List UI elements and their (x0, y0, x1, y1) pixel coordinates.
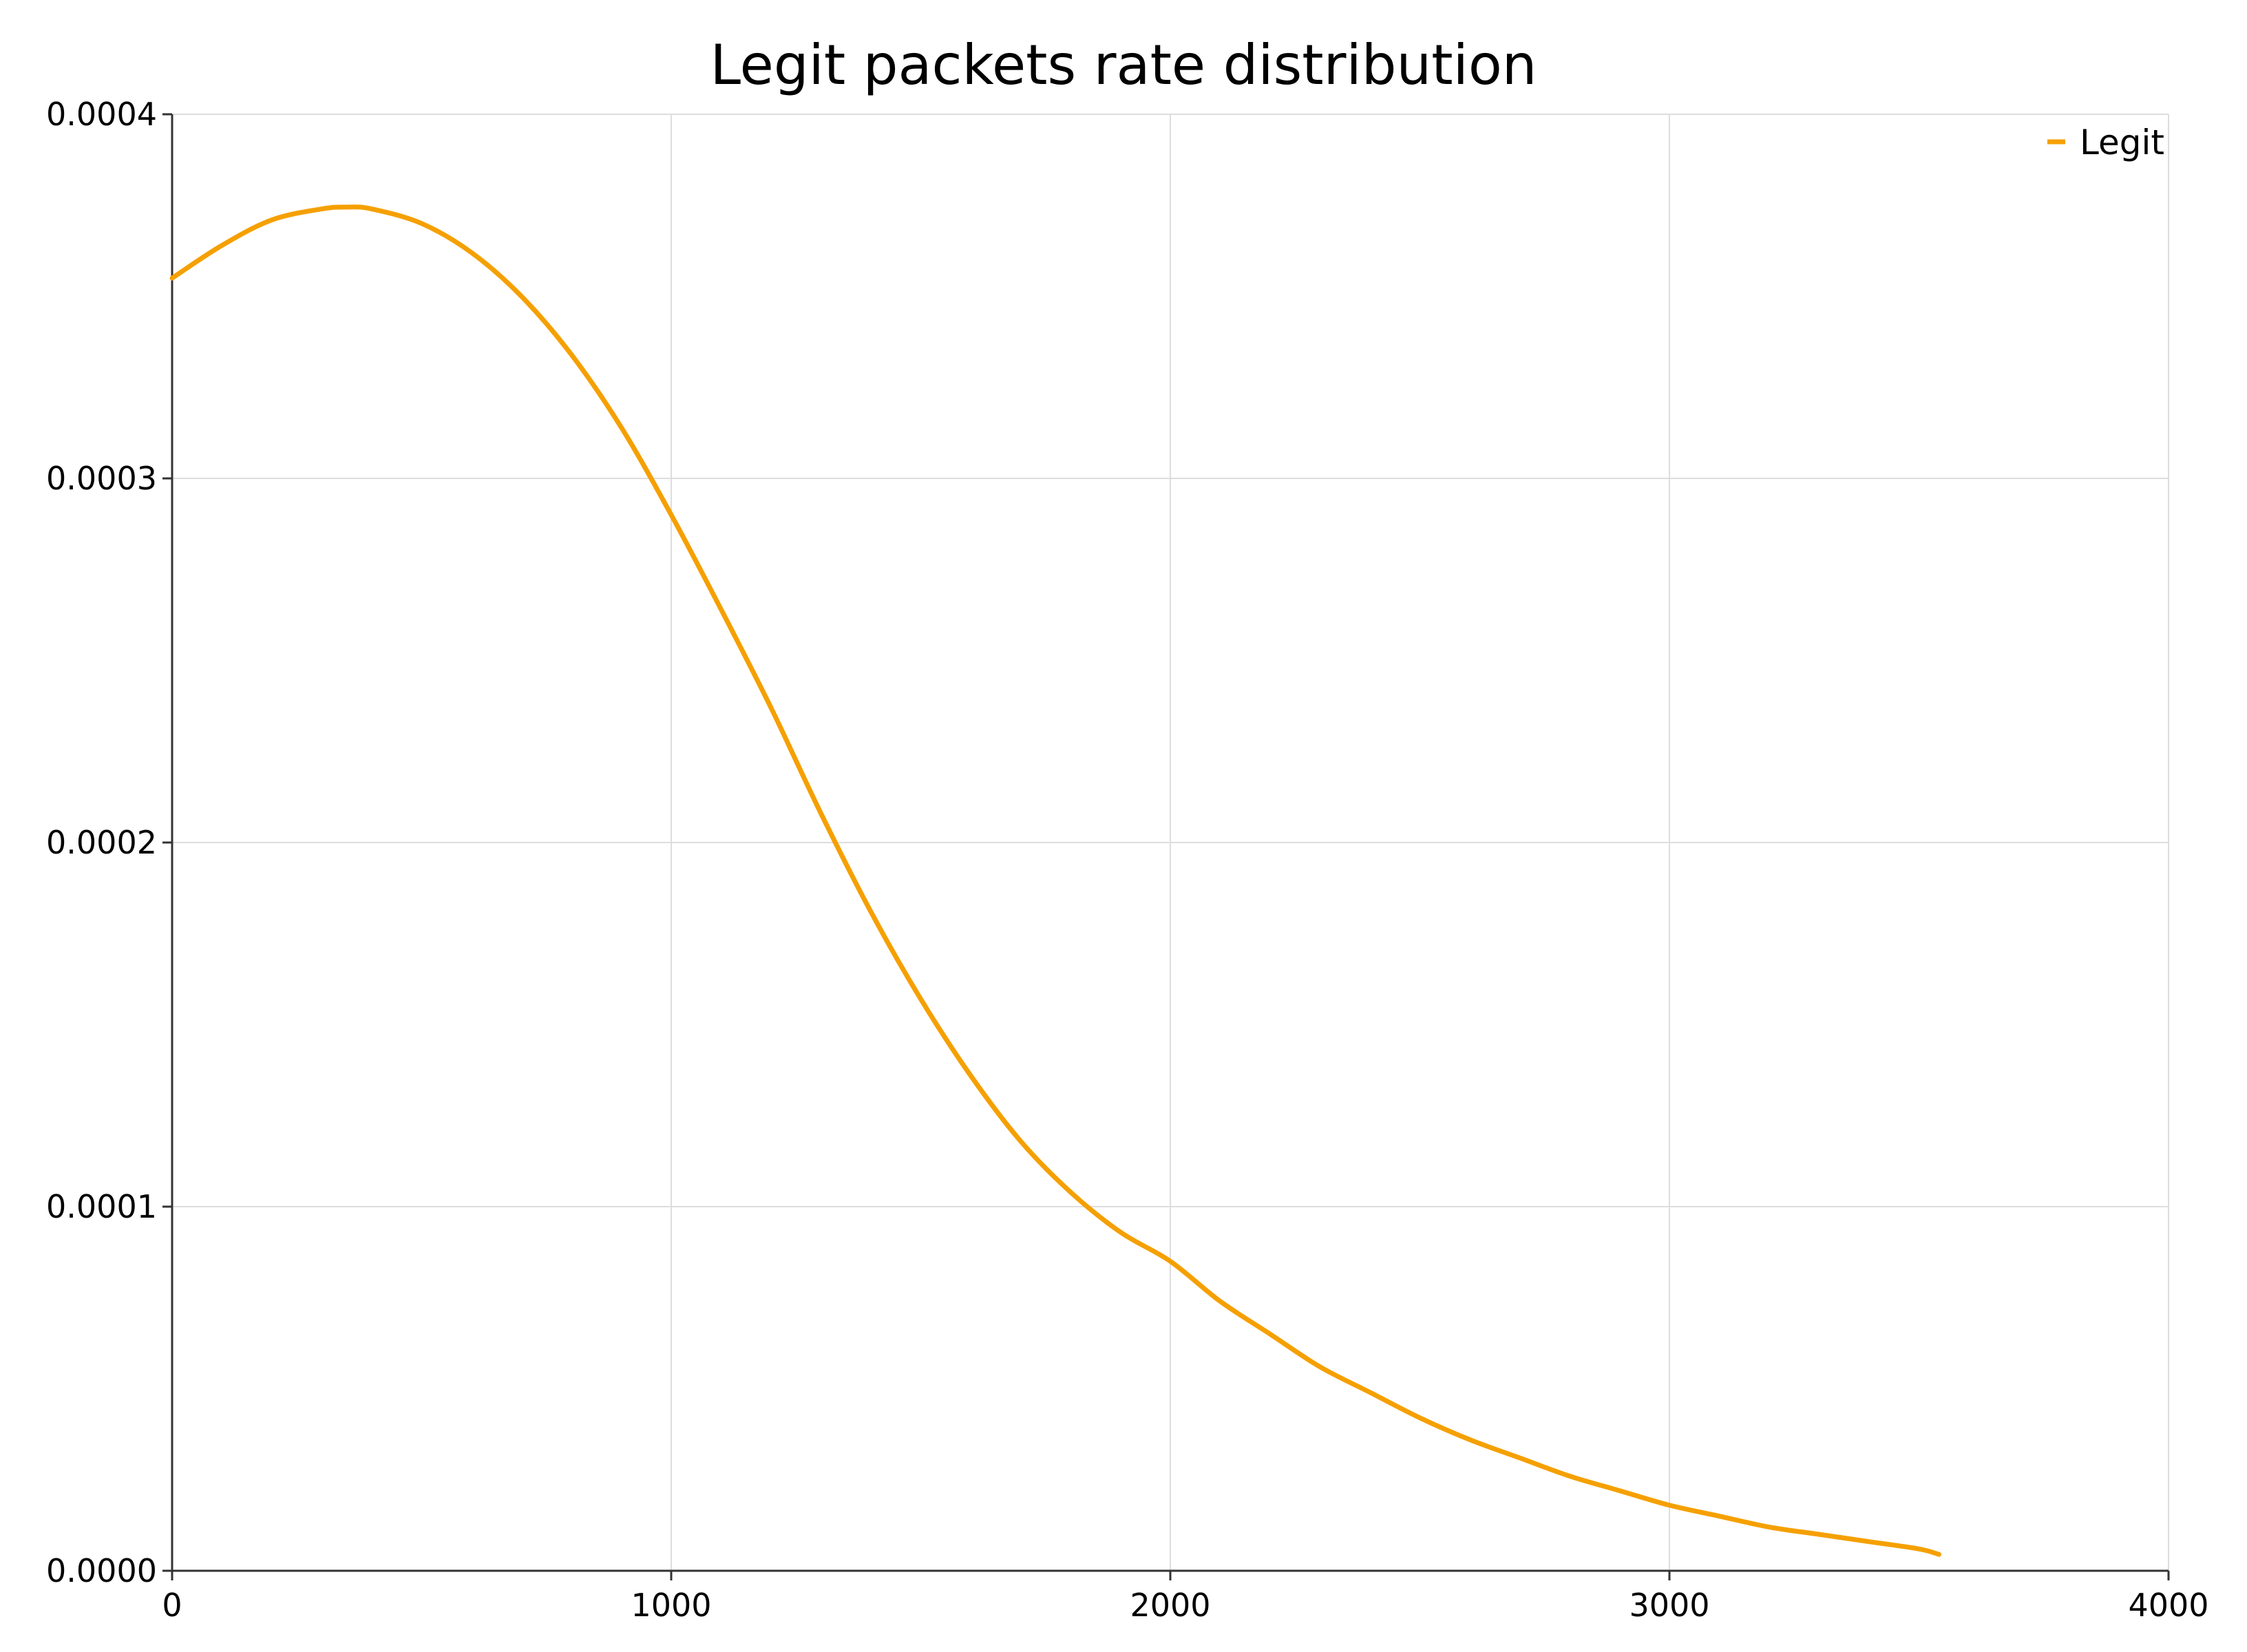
legend-label: Legit (2080, 123, 2164, 162)
x-tick-label: 3000 (1629, 1587, 1709, 1624)
y-tick-label: 0.0003 (46, 460, 157, 497)
x-tick-label: 2000 (1130, 1587, 1210, 1624)
y-tick-label: 0.0001 (46, 1188, 157, 1225)
y-tick-label: 0.0004 (46, 96, 157, 133)
y-tick-label: 0.0002 (46, 824, 157, 861)
legend: Legit (2047, 123, 2164, 162)
series-layer (169, 204, 1941, 1557)
y-tick-label: 0.0000 (46, 1552, 157, 1589)
x-tick-label: 1000 (631, 1587, 711, 1624)
grid-layer (171, 114, 2169, 1571)
chart-title: Legit packets rate distribution (710, 33, 1537, 97)
axis-layer: 0 1000 2000 3000 4000 0.0000 0.0001 0.0002 0.000… (46, 96, 2209, 1624)
x-tick-label: 4000 (2128, 1587, 2208, 1624)
x-tick-label: 0 (162, 1587, 182, 1624)
series-line-0 (169, 204, 1941, 1557)
